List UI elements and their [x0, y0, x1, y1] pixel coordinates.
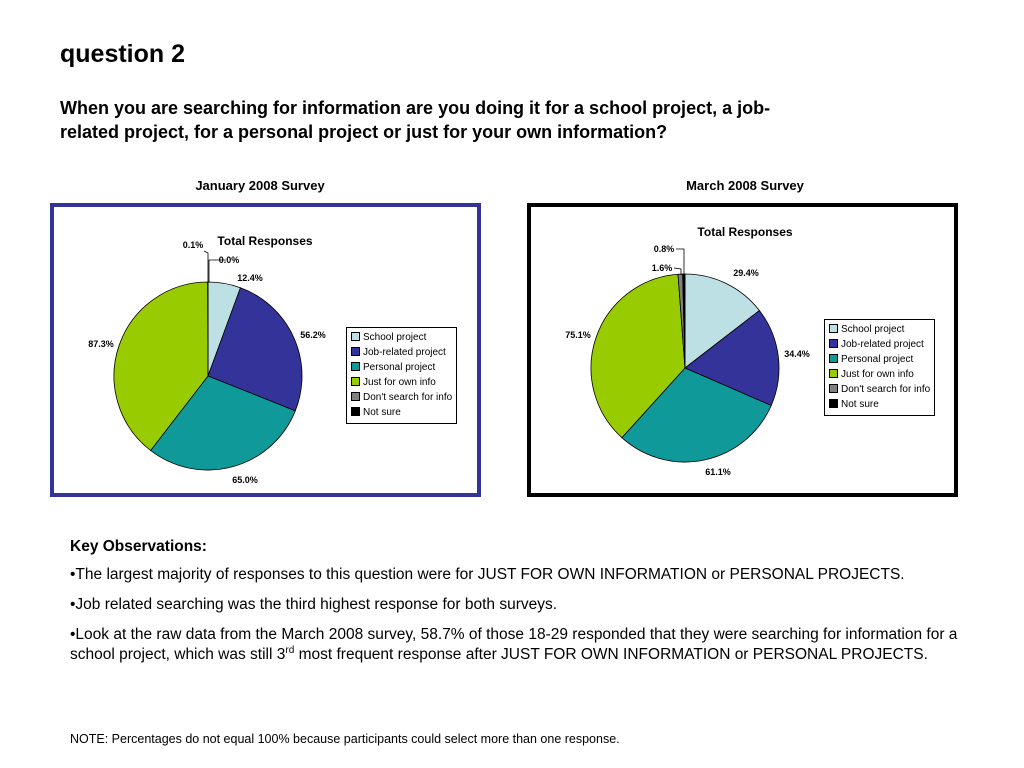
legend-item-not-sure: Not sure [351, 405, 452, 420]
pie-slice-school-project [684, 273, 760, 369]
legend-label: Job-related project [841, 339, 924, 350]
legend-swatch [351, 392, 360, 401]
january-legend: School project Job-related project Persona… [346, 327, 458, 424]
legend-label: School project [363, 332, 427, 343]
march-survey-label: March 2008 Survey [686, 178, 804, 193]
legend-label: Just for own info [363, 377, 436, 388]
observation-bullet: •The largest majority of responses to th… [70, 566, 905, 583]
legend-label: Job-related project [363, 347, 446, 358]
pie-slice-personal-project [150, 375, 296, 471]
slide-title: question 2 [60, 40, 186, 68]
pie-slice-personal-project [621, 367, 772, 463]
data-label-school-project: 29.4% [733, 268, 759, 278]
data-label-just-for-own-info: 75.1% [565, 330, 591, 340]
march-chart-panel: Total Responses 29.4% 34.4% 61.1% 75.1% 1.6% 0… [527, 203, 958, 497]
data-label-school-project: 12.4% [237, 273, 263, 283]
legend-item-just-for-own-info: Just for own info [351, 375, 452, 390]
legend-item-personal-project: Personal project [351, 360, 452, 375]
data-label-job-related-project: 34.4% [784, 349, 810, 359]
legend-item-school-project: School project [829, 322, 930, 337]
legend-label: Not sure [841, 399, 879, 410]
data-label-personal-project: 65.0% [232, 475, 258, 485]
pie-slice-just-for-own-info [590, 273, 686, 439]
observation-text: most frequent response after JUST FOR OW… [294, 646, 928, 663]
chart-title: Total Responses [217, 234, 312, 248]
legend-label: Just for own info [841, 369, 914, 380]
legend-swatch [829, 324, 838, 333]
legend-swatch [829, 384, 838, 393]
legend-item-school-project: School project [351, 330, 452, 345]
data-label-personal-project: 61.1% [705, 467, 731, 477]
legend-item-don-t-search-for-info: Don't search for info [351, 390, 452, 405]
observation-bullet: •Look at the raw data from the March 200… [70, 625, 960, 665]
legend-swatch [351, 332, 360, 341]
legend-label: Don't search for info [841, 384, 931, 395]
leader-line [208, 259, 226, 282]
pie-slice-job-related-project [207, 287, 303, 412]
observation-bullet: •Job related searching was the third hig… [70, 596, 558, 613]
legend-label: Personal project [363, 362, 436, 373]
data-label-job-related-project: 56.2% [300, 330, 326, 340]
chart-title: Total Responses [697, 225, 792, 239]
legend-item-job-related-project: Job-related project [829, 337, 930, 352]
data-label-not-sure: 0.0% [219, 255, 240, 265]
legend-item-not-sure: Not sure [829, 397, 930, 412]
question-text: When you are searching for information a… [60, 98, 771, 142]
january-chart-panel: Total Responses 12.4% 56.2% 65.0% 87.3% 0.1% 0… [50, 203, 481, 497]
data-label-don-t-search-for-info: 0.1% [183, 240, 204, 250]
january-pie-chart: Total Responses 12.4% 56.2% 65.0% 87.3% 0.1% 0… [88, 234, 326, 485]
legend-swatch [829, 399, 838, 408]
legend-item-personal-project: Personal project [829, 352, 930, 367]
legend-swatch [829, 369, 838, 378]
legend-label: Personal project [841, 354, 914, 365]
leader-line [673, 267, 682, 275]
leader-line [676, 248, 685, 275]
january-survey-label: January 2008 Survey [195, 178, 325, 193]
leader-line [203, 250, 209, 282]
observation-text: •Look at the raw data from the March 200… [70, 626, 958, 663]
legend-swatch [351, 407, 360, 416]
observations-heading: Key Observations: [70, 538, 207, 555]
data-label-don-t-search-for-info: 1.6% [652, 263, 673, 273]
legend-swatch [351, 347, 360, 356]
pie-slice-job-related-project [684, 309, 780, 406]
data-label-not-sure: 0.8% [654, 244, 675, 254]
legend-swatch [829, 339, 838, 348]
legend-item-just-for-own-info: Just for own info [829, 367, 930, 382]
march-legend: School project Job-related project Persona… [824, 319, 936, 416]
legend-label: School project [841, 324, 905, 335]
pie-slice-just-for-own-info [113, 281, 209, 452]
legend-label: Not sure [363, 407, 401, 418]
legend-label: Don't search for info [363, 392, 453, 403]
data-label-just-for-own-info: 87.3% [88, 339, 114, 349]
ordinal-suffix: rd [285, 644, 295, 656]
legend-swatch [351, 362, 360, 371]
legend-swatch [351, 377, 360, 386]
key-observations: Key Observations: •The largest majority … [70, 537, 960, 675]
legend-item-job-related-project: Job-related project [351, 345, 452, 360]
march-pie-chart: Total Responses 29.4% 34.4% 61.1% 75.1% 1.6% 0… [565, 225, 810, 477]
legend-item-don-t-search-for-info: Don't search for info [829, 382, 930, 397]
legend-swatch [829, 354, 838, 363]
footnote: NOTE: Percentages do not equal 100% beca… [70, 732, 620, 746]
